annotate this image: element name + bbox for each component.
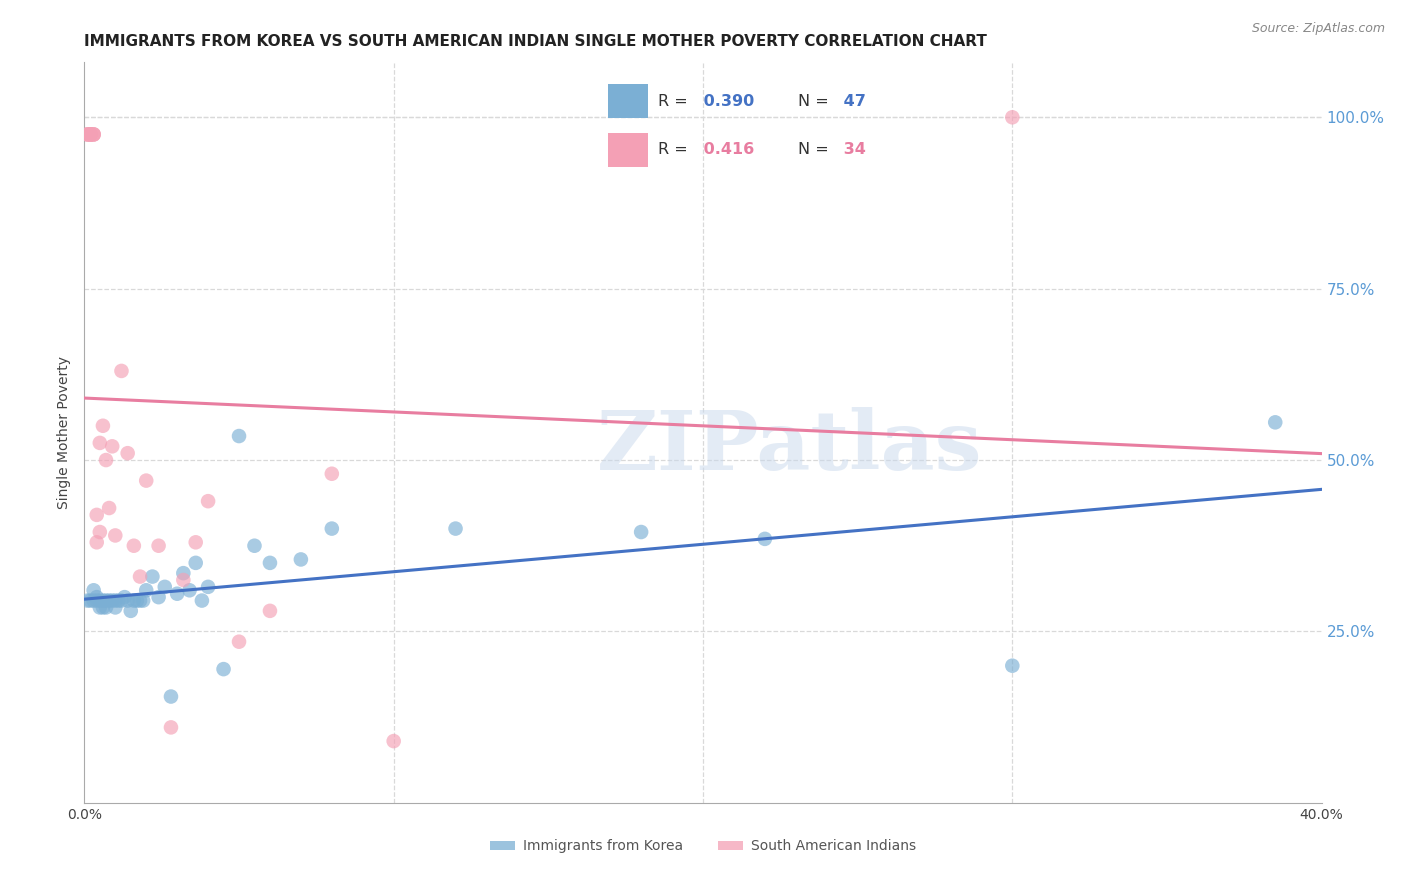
Point bbox=[120, 604, 142, 618]
Point bbox=[117, 593, 139, 607]
Point bbox=[94, 453, 117, 467]
Point bbox=[83, 593, 105, 607]
Point bbox=[184, 556, 207, 570]
Point bbox=[129, 569, 152, 583]
Point bbox=[89, 524, 111, 539]
Point bbox=[117, 446, 139, 460]
Point bbox=[79, 128, 101, 142]
Point bbox=[86, 535, 108, 549]
Point bbox=[98, 593, 121, 607]
Point bbox=[160, 690, 183, 704]
Point bbox=[1001, 658, 1024, 673]
Point bbox=[114, 590, 136, 604]
Point bbox=[110, 364, 132, 378]
Point bbox=[125, 593, 148, 607]
Point bbox=[212, 662, 235, 676]
Point bbox=[122, 593, 145, 607]
Point bbox=[321, 467, 343, 481]
Point bbox=[630, 524, 652, 539]
Point bbox=[141, 569, 163, 583]
Point bbox=[101, 593, 124, 607]
Point bbox=[148, 590, 170, 604]
Point bbox=[259, 604, 281, 618]
Point bbox=[197, 494, 219, 508]
Point bbox=[79, 128, 101, 142]
Text: Source: ZipAtlas.com: Source: ZipAtlas.com bbox=[1251, 22, 1385, 36]
Point bbox=[172, 566, 194, 581]
Point bbox=[228, 634, 250, 648]
Point bbox=[89, 593, 111, 607]
Point bbox=[1264, 415, 1286, 429]
Point bbox=[148, 539, 170, 553]
Point bbox=[83, 128, 105, 142]
Point bbox=[98, 501, 121, 516]
Point bbox=[184, 535, 207, 549]
Point bbox=[197, 580, 219, 594]
Text: ZIPatlas: ZIPatlas bbox=[598, 408, 983, 487]
Point bbox=[122, 539, 145, 553]
Point bbox=[754, 532, 776, 546]
Point bbox=[153, 580, 176, 594]
Point bbox=[166, 587, 188, 601]
Point bbox=[86, 593, 108, 607]
Point bbox=[444, 522, 467, 536]
Point bbox=[228, 429, 250, 443]
Point bbox=[83, 583, 105, 598]
Point bbox=[259, 556, 281, 570]
Text: IMMIGRANTS FROM KOREA VS SOUTH AMERICAN INDIAN SINGLE MOTHER POVERTY CORRELATION: IMMIGRANTS FROM KOREA VS SOUTH AMERICAN … bbox=[84, 34, 987, 49]
Point bbox=[321, 522, 343, 536]
Point bbox=[91, 600, 114, 615]
Point bbox=[76, 128, 98, 142]
Point bbox=[160, 720, 183, 734]
Point bbox=[94, 593, 117, 607]
Point bbox=[76, 128, 98, 142]
Point bbox=[91, 418, 114, 433]
Point bbox=[290, 552, 312, 566]
Legend: Immigrants from Korea, South American Indians: Immigrants from Korea, South American In… bbox=[484, 834, 922, 859]
Point bbox=[83, 128, 105, 142]
Point bbox=[107, 593, 129, 607]
Point bbox=[382, 734, 405, 748]
Point bbox=[86, 508, 108, 522]
Point bbox=[89, 436, 111, 450]
Point bbox=[76, 128, 98, 142]
Point bbox=[76, 593, 98, 607]
Point bbox=[135, 474, 157, 488]
Point bbox=[132, 593, 155, 607]
Point bbox=[86, 590, 108, 604]
Point bbox=[79, 128, 101, 142]
Point bbox=[129, 593, 152, 607]
Point bbox=[135, 583, 157, 598]
Point bbox=[179, 583, 201, 598]
Point bbox=[94, 600, 117, 615]
Point bbox=[89, 600, 111, 615]
Point bbox=[91, 593, 114, 607]
Point bbox=[1001, 110, 1024, 124]
Point bbox=[101, 439, 124, 453]
Point bbox=[83, 128, 105, 142]
Y-axis label: Single Mother Poverty: Single Mother Poverty bbox=[58, 356, 72, 509]
Point bbox=[79, 593, 101, 607]
Point bbox=[191, 593, 214, 607]
Point bbox=[79, 128, 101, 142]
Point bbox=[243, 539, 266, 553]
Point bbox=[172, 573, 194, 587]
Point bbox=[104, 593, 127, 607]
Point bbox=[104, 528, 127, 542]
Point bbox=[110, 593, 132, 607]
Point bbox=[104, 600, 127, 615]
